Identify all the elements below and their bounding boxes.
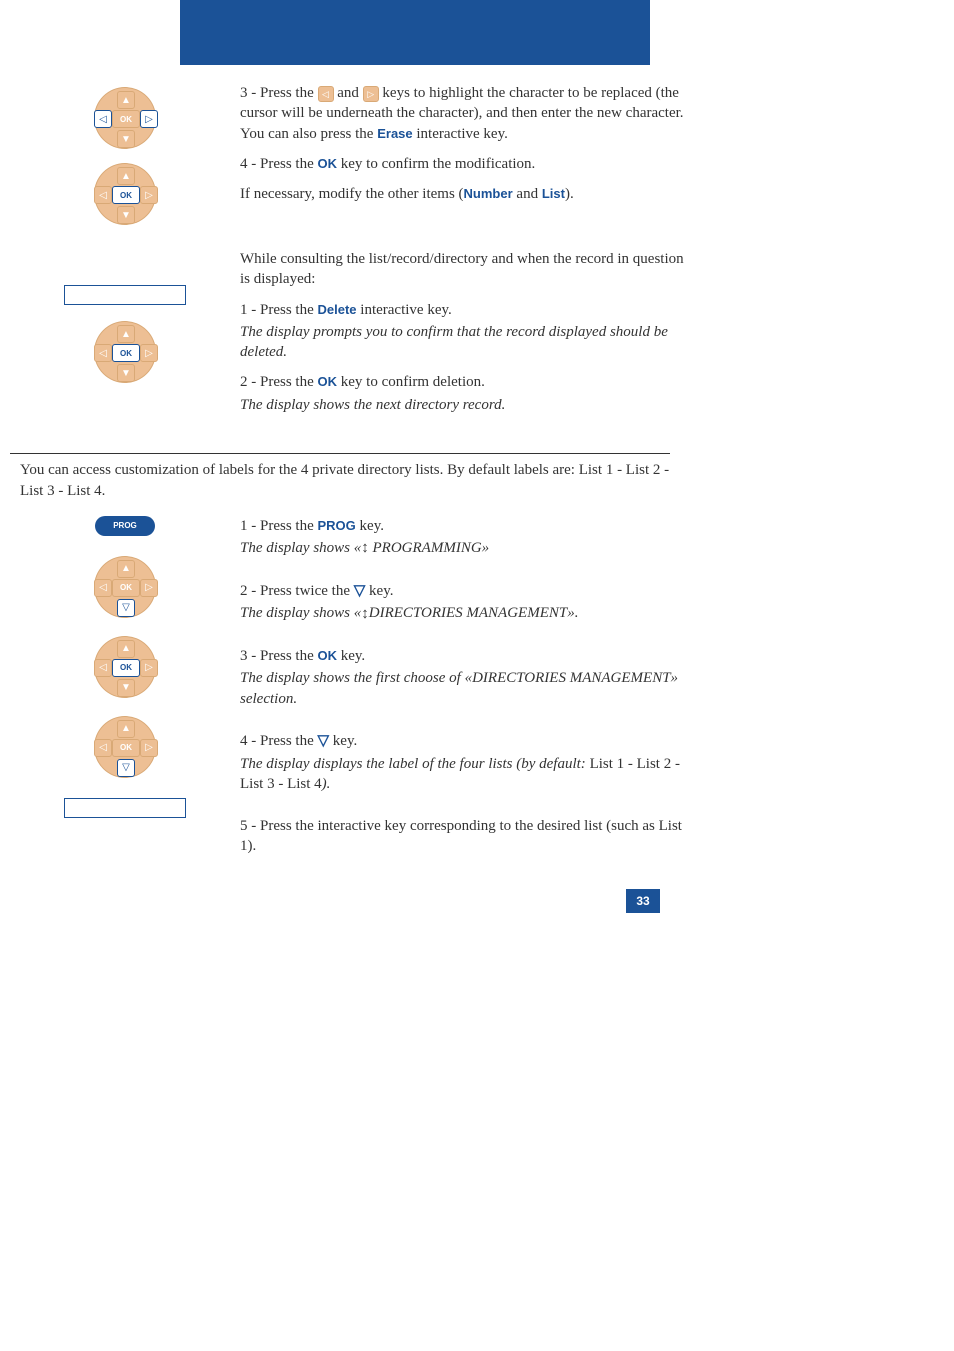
cust-step4: 4 - Press the ▽ key.: [240, 731, 690, 752]
nav-down-icon: ▼: [117, 364, 135, 382]
down-arrow-icon: ▽: [354, 581, 366, 601]
step-3-4-row: ▲ ▼ ◁ ▷ OK ▲ ▼ ◁ ▷ OK 3 - Press the ◁ an…: [10, 83, 690, 229]
nav-ok-icon: OK: [112, 739, 140, 757]
navigator-left-right: ▲ ▼ ◁ ▷ OK: [80, 83, 170, 153]
nav-right-icon: ▷: [140, 344, 158, 362]
nav-right-icon: ▷: [140, 186, 158, 204]
nav-right-icon: ▷: [140, 110, 158, 128]
nav-up-icon: ▲: [117, 640, 135, 658]
right-arrow-icon: ▷: [363, 86, 379, 102]
page-content: ▲ ▼ ◁ ▷ OK ▲ ▼ ◁ ▷ OK 3 - Press the ◁ an…: [10, 83, 690, 913]
page-number: 33: [626, 889, 660, 913]
nav-left-icon: ◁: [94, 579, 112, 597]
nav-down-icon: ▽: [117, 599, 135, 617]
ok-label: OK: [318, 156, 338, 171]
prog-key-icon: PROG: [95, 516, 155, 536]
cust-step1: 1 - Press the PROG key.: [240, 516, 690, 536]
prog-label: PROG: [318, 518, 356, 533]
nav-left-icon: ◁: [94, 110, 112, 128]
step-if-text: If necessary, modify the other items (Nu…: [240, 184, 690, 204]
section-intro: You can access customization of labels f…: [20, 460, 690, 502]
nav-up-icon: ▲: [117, 560, 135, 578]
ok-label: OK: [318, 374, 338, 389]
divider: [10, 453, 670, 454]
left-arrow-icon: ◁: [318, 86, 334, 102]
step3-text: 3 - Press the ◁ and ▷ keys to highlight …: [240, 83, 690, 144]
nav-left-icon: ◁: [94, 659, 112, 677]
nav-left-icon: ◁: [94, 739, 112, 757]
nav-down-icon: ▽: [117, 759, 135, 777]
nav-ok-icon: OK: [112, 186, 140, 204]
nav-up-icon: ▲: [117, 91, 135, 109]
delete-step2: 2 - Press the OK key to confirm deletion…: [240, 372, 690, 392]
consult-text: While consulting the list/record/directo…: [240, 249, 690, 290]
header-bar: [180, 0, 650, 65]
navigator-down: ▲ ▽ ◁ ▷ OK: [80, 552, 170, 622]
cust-step3: 3 - Press the OK key.: [240, 646, 690, 666]
ok-label: OK: [318, 648, 338, 663]
delete-step1: 1 - Press the Delete interactive key.: [240, 300, 690, 320]
nav-right-icon: ▷: [140, 739, 158, 757]
nav-down-icon: ▼: [117, 679, 135, 697]
nav-right-icon: ▷: [140, 579, 158, 597]
delete-step1-it: The display prompts you to confirm that …: [240, 322, 690, 363]
step4-text: 4 - Press the OK key to confirm the modi…: [240, 154, 690, 174]
cust-step1-it: The display shows «↕ PROGRAMMING»: [240, 538, 690, 559]
navigator-down: ▲ ▽ ◁ ▷ OK: [80, 712, 170, 782]
nav-up-icon: ▲: [117, 325, 135, 343]
navigator-ok: ▲ ▼ ◁ ▷ OK: [80, 632, 170, 702]
nav-down-icon: ▼: [117, 206, 135, 224]
navigator-ok: ▲ ▼ ◁ ▷ OK: [80, 159, 170, 229]
nav-ok-icon: OK: [112, 659, 140, 677]
updown-icon: ↕: [361, 538, 369, 558]
nav-down-icon: ▼: [117, 130, 135, 148]
delete-label: Delete: [318, 302, 357, 317]
down-arrow-icon: ▽: [318, 731, 330, 751]
nav-ok-icon: OK: [112, 344, 140, 362]
updown-icon: ↕: [361, 604, 369, 624]
nav-right-icon: ▷: [140, 659, 158, 677]
cust-step5: 5 - Press the interactive key correspond…: [240, 816, 690, 857]
cust-step3-it: The display shows the first choose of «D…: [240, 668, 690, 709]
navigator-ok: ▲ ▼ ◁ ▷ OK: [80, 317, 170, 387]
interactive-key-icon: [64, 798, 186, 818]
nav-ok-icon: OK: [112, 579, 140, 597]
custom-row: PROG ▲ ▽ ◁ ▷ OK ▲ ▼ ◁ ▷ OK ▲ ▽ ◁: [10, 516, 690, 867]
interactive-key-icon: [64, 285, 186, 305]
nav-up-icon: ▲: [117, 720, 135, 738]
cust-step2: 2 - Press twice the ▽ key.: [240, 581, 690, 602]
erase-label: Erase: [377, 126, 412, 141]
nav-ok-icon: OK: [112, 110, 140, 128]
cust-step2-it: The display shows «↕DIRECTORIES MANAGEME…: [240, 603, 690, 624]
nav-left-icon: ◁: [94, 186, 112, 204]
delete-row: ▲ ▼ ◁ ▷ OK While consulting the list/rec…: [10, 249, 690, 425]
nav-left-icon: ◁: [94, 344, 112, 362]
delete-step2-it: The display shows the next directory rec…: [240, 395, 690, 415]
cust-step4-it: The display displays the label of the fo…: [240, 754, 690, 795]
nav-up-icon: ▲: [117, 167, 135, 185]
